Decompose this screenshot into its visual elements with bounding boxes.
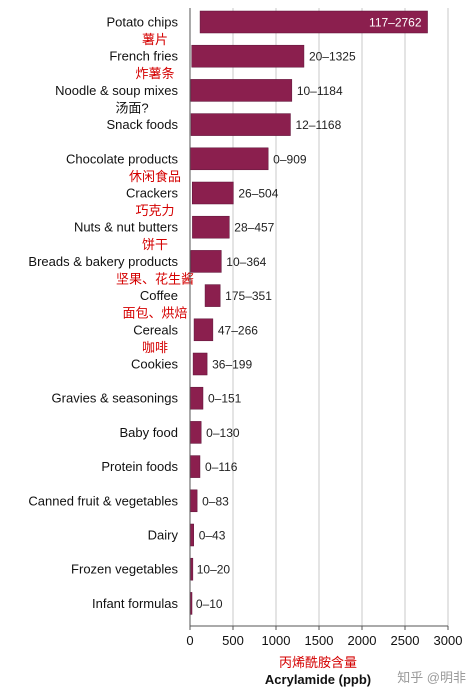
bar-snack-foods [190,113,291,136]
category-label-frozen-vegetables: Frozen vegetables [71,562,178,577]
x-axis-title: Acrylamide (ppb) [265,672,371,687]
bar-cereals [193,318,214,342]
category-labels: Potato chips French fries Noodle & soup mi… [28,15,178,611]
cn-annotation-chocolate-products: 休闲食品 [129,169,181,184]
cn-annotation-cereals: 咖啡 [142,340,168,355]
range-label-potato-chips: 117–2762 [369,16,422,30]
bar-coffee [204,284,221,307]
category-label-cereals: Cereals [133,322,178,337]
bar-dairy [189,523,194,547]
category-label-nuts-and-nut-butters: Nuts & nut butters [74,220,179,235]
range-label-cereals: 47–266 [218,323,258,337]
category-label-gravies-and-seasonings: Gravies & seasonings [52,391,179,406]
category-label-dairy: Dairy [148,528,179,543]
x-axis-title-chinese: 丙烯酰胺含量 [279,655,357,670]
note-annotation: 汤面? [115,101,148,116]
range-labels: 117–2762 20–1325 10–1184 12–1168 0–909 26–504… [196,16,422,611]
bar-noodle-and-soup-mixes [190,79,293,102]
category-label-canned-fruit-and-vegetables: Canned fruit & vegetables [28,493,178,508]
bars [189,10,428,615]
category-label-breads-and-bakery-products: Breads & bakery products [28,254,178,269]
bar-potato-chips [199,10,428,34]
category-label-baby-food: Baby food [119,425,178,440]
bar-crackers [191,181,234,205]
range-label-dairy: 0–43 [199,529,226,543]
x-tick-label-2000: 2000 [348,633,377,648]
cn-annotation-french-fries: 炸薯条 [135,66,174,81]
category-label-french-fries: French fries [109,49,178,64]
range-label-snack-foods: 12–1168 [295,118,341,132]
category-label-potato-chips: Potato chips [106,15,178,30]
cn-annotation-potato-chips: 薯片 [142,32,168,47]
x-axis: 0 500 1000 1500 2000 2500 3000 [186,8,462,648]
range-label-chocolate-products: 0–909 [273,152,307,166]
x-tick-label-3000: 3000 [434,633,463,648]
category-label-protein-foods: Protein foods [101,459,178,474]
cn-annotation-nuts-and-nut-butters: 饼干 [142,237,168,252]
range-label-cookies: 36–199 [212,358,252,372]
category-label-crackers: Crackers [126,186,179,201]
bar-canned-fruit-and-vegetables [189,489,198,513]
range-label-crackers: 26–504 [238,187,278,201]
gridlines [232,8,449,626]
watermark-text: 知乎 @明非 [397,670,466,685]
category-label-cookies: Cookies [131,357,178,372]
category-label-noodle-and-soup-mixes: Noodle & soup mixes [55,83,178,98]
range-label-protein-foods: 0–116 [205,460,238,474]
range-label-french-fries: 20–1325 [309,50,356,64]
category-label-coffee: Coffee [140,288,178,303]
bar-nuts-and-nut-butters [192,215,230,239]
x-tick-label-1500: 1500 [305,633,334,648]
cn-annotation-coffee: 面包、烘焙 [122,306,187,321]
category-label-snack-foods: Snack foods [106,117,178,132]
category-label-infant-formulas: Infant formulas [92,596,178,611]
bar-gravies-and-seasonings [189,386,204,410]
range-label-coffee: 175–351 [225,289,272,303]
bar-breads-and-bakery-products [190,250,222,273]
bar-french-fries [191,44,305,68]
bar-cookies [192,352,208,376]
cn-annotation-breads-and-bakery-products: 坚果、花生酱 [116,271,194,286]
range-label-canned-fruit-and-vegetables: 0–83 [202,494,229,508]
range-label-gravies-and-seasonings: 0–151 [208,392,242,406]
range-label-frozen-vegetables: 10–20 [197,563,231,577]
bar-baby-food [189,421,202,444]
range-label-noodle-and-soup-mixes: 10–1184 [297,84,343,98]
x-tick-label-1000: 1000 [262,633,291,648]
range-label-breads-and-bakery-products: 10–364 [226,255,266,269]
category-label-chocolate-products: Chocolate products [66,151,179,166]
cn-annotation-crackers: 巧克力 [135,203,174,218]
bar-chocolate-products [189,147,269,171]
x-tick-label-0: 0 [186,633,193,648]
range-label-infant-formulas: 0–10 [196,597,223,611]
range-label-nuts-and-nut-butters: 28–457 [234,221,274,235]
bar-protein-foods [189,455,201,478]
range-label-baby-food: 0–130 [206,426,240,440]
x-tick-label-2500: 2500 [391,633,420,648]
bar-frozen-vegetables [190,557,194,581]
x-tick-label-500: 500 [222,633,244,648]
